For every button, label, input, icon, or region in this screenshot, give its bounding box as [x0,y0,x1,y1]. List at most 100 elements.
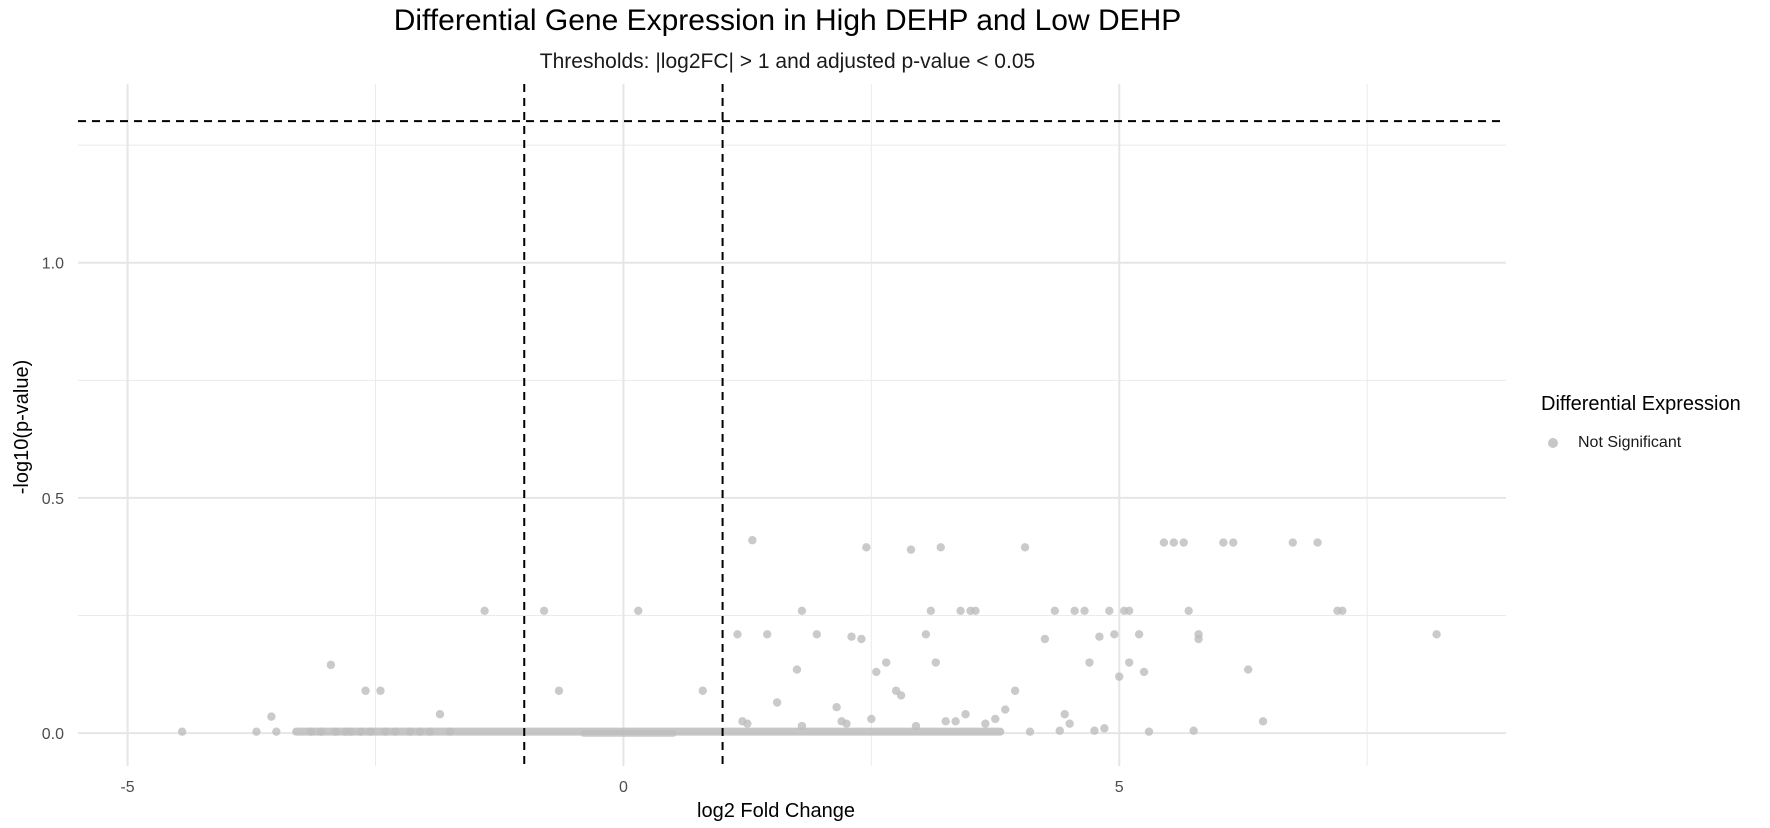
data-point [1432,630,1441,639]
data-point [435,710,445,719]
x-axis-title: log2 Fold Change [697,800,855,822]
data-point [797,606,807,615]
data-point [961,710,970,719]
data-point [842,719,851,728]
data-point [1010,686,1020,695]
data-point [867,714,876,724]
data-point [1313,538,1322,547]
x-tick-label: 5 [1115,779,1124,796]
data-point [1105,606,1114,615]
legend-item-not-significant: Not Significant [1548,432,1681,454]
data-point [971,606,980,615]
data-point [906,545,916,554]
data-point [1169,538,1178,547]
y-tick-label: 0.0 [42,726,64,743]
data-point [872,667,881,677]
data-point [366,727,375,736]
data-point [951,717,960,726]
data-point [346,727,355,736]
data-point [1025,727,1035,736]
data-point [1095,632,1104,641]
data-point [1184,606,1193,615]
data-point [733,630,742,639]
data-point [1065,719,1074,728]
data-point [698,686,707,695]
chart-subtitle: Thresholds: |log2FC| > 1 and adjusted p-… [539,50,1036,73]
data-point [306,727,316,736]
grid-lines [78,84,1506,766]
data-point [326,660,336,670]
x-tick-label: 0 [619,779,628,796]
data-point [1100,724,1109,733]
data-point [981,719,990,728]
data-point [554,686,564,695]
data-point [252,727,261,736]
data-point [911,721,921,731]
data-point [1090,726,1099,735]
data-point [936,543,945,552]
data-point [480,606,489,615]
data-point [882,658,891,667]
legend-title: Differential Expression [1541,393,1741,415]
data-point [425,727,435,736]
data-point [1179,538,1188,547]
data-point [1070,606,1079,615]
data-point [415,727,425,736]
data-point [797,721,807,731]
data-point [391,727,400,736]
data-point [1139,667,1149,677]
data-point [1258,717,1268,726]
data-point [539,606,549,615]
data-point [1189,726,1198,735]
data-point [1194,630,1203,639]
data-point [445,727,455,736]
data-point [1144,727,1154,736]
data-point [1229,538,1238,547]
data-point [1085,658,1094,667]
data-points [177,536,1441,736]
x-tick-label: -5 [120,779,134,796]
data-point [926,606,936,615]
data-point [316,727,326,736]
data-point [1115,672,1124,681]
data-point [921,630,931,639]
data-point [847,632,856,641]
data-point [177,727,187,736]
chart-title: Differential Gene Expression in High DEH… [393,4,1182,37]
data-point [1243,665,1253,674]
data-point [331,727,341,736]
data-point [376,686,385,695]
legend-key-dot [1548,438,1558,448]
threshold-lines [78,84,1506,766]
data-point [1134,630,1144,639]
data-point [1110,630,1119,639]
data-point [832,703,841,712]
data-point [1080,606,1089,615]
data-point [1124,658,1134,667]
data-point [356,727,365,736]
data-point [272,727,281,736]
data-point [931,658,940,667]
data-point [1288,538,1297,547]
y-axis-title: -log10(p-value) [11,360,33,495]
data-point [267,712,276,721]
data-point [634,606,643,615]
data-point [743,719,752,728]
data-point [896,691,906,700]
data-point [1055,726,1064,735]
data-point [941,717,950,726]
data-point [748,536,757,545]
data-point [862,543,871,552]
data-point [792,665,802,674]
data-point [381,727,390,736]
data-point [1020,543,1030,552]
data-point [1040,634,1050,644]
y-tick-label: 0.5 [42,491,64,508]
data-point [1159,538,1169,547]
data-point [857,634,866,644]
axis-ticks: -5 0 5 0.0 0.5 1.0 [42,256,1124,796]
data-point [1060,710,1069,719]
legend-label: Not Significant [1578,434,1682,451]
data-point [1001,705,1010,714]
